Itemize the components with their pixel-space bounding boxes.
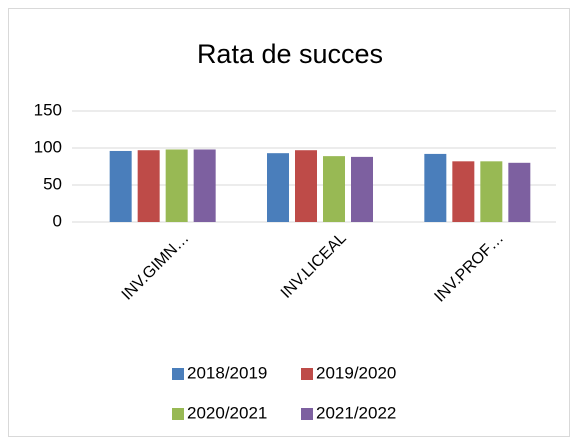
bar (193, 149, 216, 222)
y-tick-label: 0 (53, 211, 62, 230)
bar (109, 150, 132, 222)
y-tick-label: 150 (34, 100, 62, 119)
legend-label: 2018/2019 (187, 363, 267, 382)
bar (295, 150, 317, 222)
legend-label: 2020/2021 (187, 403, 267, 422)
legend-label: 2021/2022 (316, 403, 396, 422)
legend-label: 2019/2020 (316, 363, 396, 382)
bar (508, 162, 531, 222)
chart-title: Rata de succes (197, 39, 383, 69)
bar (351, 156, 373, 222)
bar (424, 153, 447, 222)
bar (137, 150, 160, 222)
bar (452, 161, 475, 222)
y-tick-label: 100 (34, 137, 62, 156)
legend-swatch (301, 408, 313, 420)
legend-swatch (301, 368, 313, 380)
bar (267, 153, 289, 222)
legend-swatch (172, 408, 184, 420)
bar (480, 161, 503, 222)
legend-swatch (172, 368, 184, 380)
y-tick-label: 50 (43, 174, 62, 193)
bar (323, 156, 345, 222)
bar (165, 149, 188, 222)
